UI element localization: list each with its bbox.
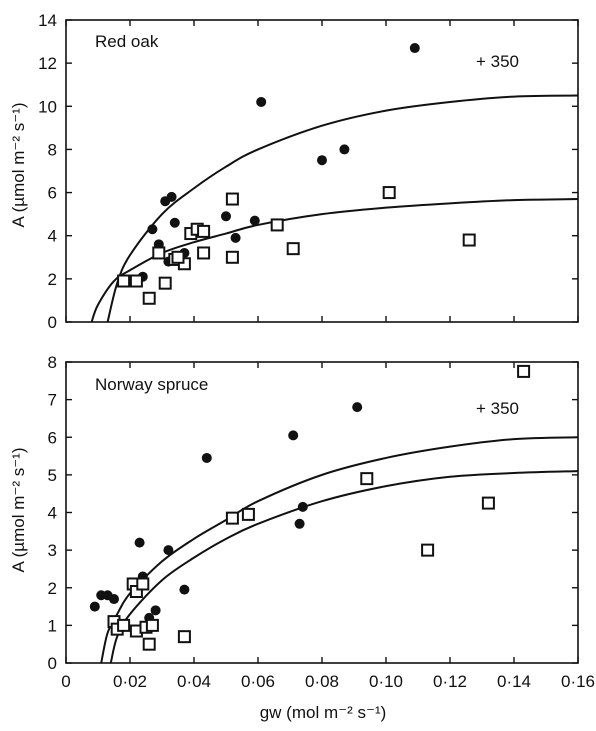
data-point-open <box>360 472 374 486</box>
data-point-open <box>225 250 239 264</box>
panel-red-oak: 0 2 4 6 8 10 12 14 Red oak + 350 <box>38 11 579 332</box>
x-tick-label: 0·10 <box>369 672 403 691</box>
y-tick-label: 0 <box>48 654 57 673</box>
data-point-filled <box>89 601 100 612</box>
data-point-open <box>152 246 166 260</box>
y-tick-label: 4 <box>48 504 57 523</box>
y-tick-label: 0 <box>48 313 57 332</box>
x-tick-label: 0·16 <box>561 672 595 691</box>
data-point-open <box>197 246 211 260</box>
data-point-open <box>517 364 531 378</box>
fit-curve <box>109 470 579 664</box>
y-tick-label: 4 <box>48 227 57 246</box>
y-tick-label: 1 <box>48 616 57 635</box>
y-axis-label-red-oak: A (µmol m⁻² s⁻¹) <box>9 102 28 227</box>
data-point-open <box>145 618 159 632</box>
data-point-filled <box>134 537 145 548</box>
data-point-filled <box>163 545 174 556</box>
data-point-open <box>117 274 131 288</box>
co2-annotation: + 350 <box>476 52 519 71</box>
data-point-open <box>225 511 239 525</box>
data-point-open <box>241 507 255 521</box>
x-tick-label: 0·14 <box>497 672 531 691</box>
y-tick-label: 5 <box>48 466 57 485</box>
data-point-open <box>225 192 239 206</box>
data-point-filled <box>339 144 350 155</box>
data-point-filled <box>179 584 190 595</box>
data-point-open <box>286 242 300 256</box>
y-tick-label: 14 <box>38 11 57 30</box>
data-point-filled <box>409 43 420 54</box>
x-tick-label: 0 <box>61 672 70 691</box>
y-tick-label: 10 <box>38 97 57 116</box>
data-point-filled <box>169 217 180 228</box>
y-tick-label: 6 <box>48 184 57 203</box>
x-tick-label: 0·08 <box>305 672 339 691</box>
data-point-open <box>270 218 284 232</box>
data-point-open <box>117 618 131 632</box>
x-tick-label: 0·12 <box>433 672 467 691</box>
y-tick-label: 12 <box>38 54 57 73</box>
data-point-open <box>177 630 191 644</box>
data-point-filled <box>230 232 241 243</box>
data-point-open <box>481 496 495 510</box>
x-tick-label: 0·04 <box>177 672 211 691</box>
data-point-filled <box>294 518 305 529</box>
data-point-filled <box>150 605 161 616</box>
data-point-filled <box>288 430 299 441</box>
y-tick-label: 2 <box>48 270 57 289</box>
data-point-filled <box>109 594 119 605</box>
data-point-open <box>142 291 156 305</box>
x-axis-label: gw (mol m⁻² s⁻¹) <box>260 703 387 722</box>
co2-annotation: + 350 <box>476 399 519 418</box>
data-point-filled <box>221 211 231 222</box>
data-point-open <box>197 224 211 238</box>
data-point-filled <box>256 96 267 107</box>
data-point-filled <box>317 155 327 166</box>
x-tick-label: 0·06 <box>241 672 275 691</box>
data-point-open <box>136 577 150 591</box>
y-tick-label: 8 <box>48 140 57 159</box>
data-point-open <box>129 274 143 288</box>
y-axis-label-norway-spruce: A (µmol m⁻² s⁻¹) <box>9 447 28 572</box>
data-point-filled <box>249 215 260 226</box>
data-point-filled <box>297 501 308 512</box>
data-point-filled <box>352 402 363 413</box>
data-point-filled <box>166 191 177 202</box>
fit-curve <box>90 198 579 323</box>
y-tick-label: 3 <box>48 541 57 560</box>
data-point-open <box>142 637 156 651</box>
fit-curve <box>106 94 579 323</box>
panel-title: Red oak <box>95 32 159 51</box>
data-point-open <box>421 543 435 557</box>
data-point-filled <box>147 224 158 235</box>
data-point-open <box>158 276 172 290</box>
panel-norway-spruce: 0 0·02 0·04 0·06 0·08 0·10 0·12 0·14 0·16 0 1 2 3 4 5 6… <box>48 353 595 691</box>
y-tick-label: 8 <box>48 353 57 372</box>
data-point-open <box>462 233 476 247</box>
y-tick-label: 2 <box>48 579 57 598</box>
panel-title: Norway spruce <box>95 375 208 394</box>
y-tick-label: 6 <box>48 428 57 447</box>
x-tick-label: 0·02 <box>113 672 147 691</box>
data-point-open <box>382 186 396 200</box>
data-point-filled <box>201 452 212 463</box>
y-tick-label: 7 <box>48 391 57 410</box>
data-point-open <box>171 250 185 264</box>
